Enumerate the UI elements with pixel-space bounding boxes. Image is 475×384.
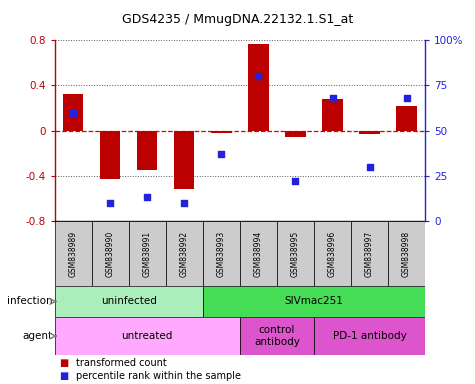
Text: uninfected: uninfected (101, 296, 157, 306)
Text: GSM838996: GSM838996 (328, 230, 337, 276)
Text: untreated: untreated (122, 331, 173, 341)
Point (255, 73, 262, 79)
Bar (174, 131, 194, 189)
Text: GSM838992: GSM838992 (180, 230, 189, 276)
Text: GSM838990: GSM838990 (106, 230, 114, 276)
Text: GSM838993: GSM838993 (217, 230, 226, 276)
Text: GSM838994: GSM838994 (254, 230, 263, 276)
Bar (314, 317, 425, 355)
Text: transformed count: transformed count (76, 358, 167, 368)
Text: GDS4235 / MmugDNA.22132.1.S1_at: GDS4235 / MmugDNA.22132.1.S1_at (122, 13, 353, 26)
Bar (55, 317, 240, 355)
Bar (203, 221, 240, 286)
Bar (137, 131, 157, 170)
Bar (314, 221, 351, 286)
Text: GSM838991: GSM838991 (143, 230, 152, 276)
Point (403, 95, 410, 101)
Bar (277, 221, 314, 286)
Text: GSM838989: GSM838989 (69, 230, 77, 276)
Bar (129, 221, 166, 286)
Point (180, 200, 188, 206)
Bar (100, 131, 120, 179)
Point (106, 200, 114, 206)
Bar (360, 131, 380, 134)
Bar (55, 286, 203, 317)
Bar (351, 221, 388, 286)
Bar (248, 44, 268, 131)
Bar (388, 221, 425, 286)
Point (292, 178, 299, 184)
Bar (211, 131, 231, 133)
Bar (323, 99, 342, 131)
Text: percentile rank within the sample: percentile rank within the sample (76, 371, 241, 381)
Bar (240, 221, 277, 286)
Bar (285, 131, 305, 137)
Text: GSM838998: GSM838998 (402, 230, 411, 276)
Text: SIVmac251: SIVmac251 (285, 296, 343, 306)
Text: GSM838997: GSM838997 (365, 230, 374, 276)
Text: ■: ■ (59, 371, 68, 381)
Bar (240, 317, 314, 355)
Bar (55, 221, 92, 286)
Point (69, 109, 77, 116)
Bar (166, 221, 203, 286)
Point (218, 151, 225, 157)
Point (143, 194, 151, 200)
Bar (397, 106, 417, 131)
Text: GSM838995: GSM838995 (291, 230, 300, 276)
Point (329, 95, 336, 101)
Point (366, 164, 373, 170)
Text: infection: infection (7, 296, 52, 306)
Bar (92, 221, 129, 286)
Text: PD-1 antibody: PD-1 antibody (332, 331, 407, 341)
Text: control
antibody: control antibody (254, 325, 300, 347)
Text: agent: agent (22, 331, 52, 341)
Bar (63, 94, 83, 131)
Bar (203, 286, 425, 317)
Text: ■: ■ (59, 358, 68, 368)
